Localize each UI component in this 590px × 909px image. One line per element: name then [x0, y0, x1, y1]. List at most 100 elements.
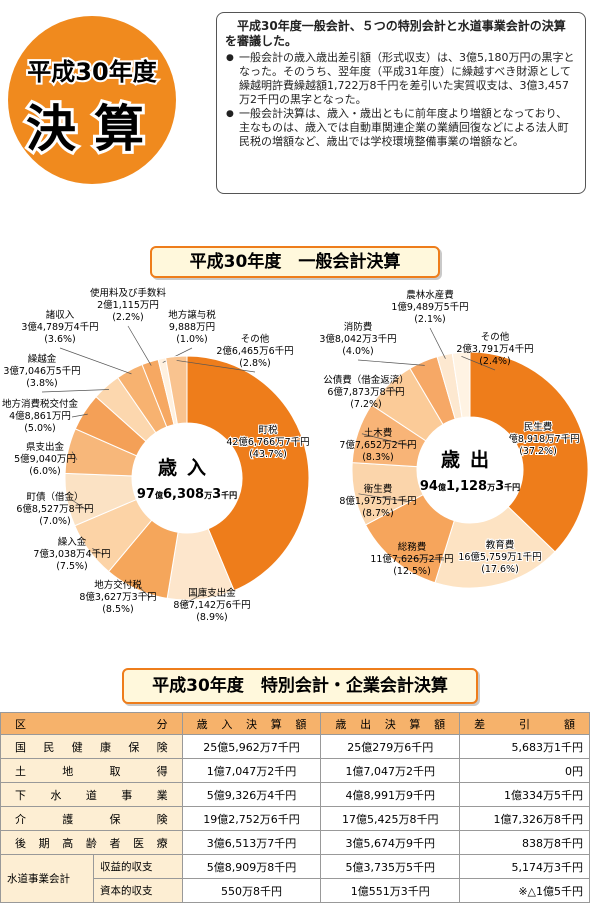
segment-label: 民生費: [524, 421, 553, 433]
table-cell: 後期高齢者医療: [0, 830, 183, 855]
table-row: 水道事業会計 収益的収支 5億8,909万8千円 5億3,735万5千円 5,174万3…: [0, 854, 590, 903]
segment-percent: (17.6%): [481, 564, 519, 575]
segment-percent: (2.1%): [414, 314, 446, 325]
badge-title: 決算: [26, 100, 162, 158]
center-value: 97億6,308万3千円: [137, 487, 237, 502]
table-cell: 土地取得: [0, 758, 183, 783]
table-cell: 水道事業会計: [0, 854, 94, 903]
leader-line: [397, 557, 445, 561]
table-cell: 25億279万6千円: [320, 734, 461, 759]
table-cell: 1億7,047万2千円: [320, 758, 461, 783]
leader-line: [137, 584, 151, 599]
charts: 町税42億6,766万7千円(43.7%)国庫支出金8億7,142万6千円(8.…: [2, 287, 589, 623]
cell-text: 550万8千円: [221, 884, 283, 898]
table-cell: 3億5,674万9千円: [320, 830, 461, 855]
segment-percent: (7.5%): [56, 561, 88, 572]
leader-line: [176, 360, 256, 373]
table-cell: 5,174万3千円: [459, 854, 590, 879]
cell-text: 区分: [15, 717, 168, 731]
cell-text: 国民健康保険: [15, 740, 168, 754]
cell-text: 1億334万5千円: [504, 788, 583, 802]
table-cell: 区分: [0, 712, 183, 735]
badge-circle: [8, 16, 176, 184]
table-row: 後期高齢者医療 3億6,513万7千円 3億5,674万9千円 838万8千円: [0, 830, 590, 855]
segment-percent: (8.9%): [196, 612, 228, 623]
cell-text: 資本的収支: [100, 885, 153, 897]
cell-text: 下水道事業: [15, 788, 168, 802]
donut-hole: [419, 419, 521, 521]
table-row: 土地取得 1億7,047万2千円 1億7,047万2千円 0円: [0, 758, 590, 783]
segment-label: 国庫支出金: [188, 587, 236, 599]
segment-percent: (4.0%): [342, 346, 374, 357]
segment-label: 使用料及び手数料: [90, 287, 167, 299]
table-cell: 1億551万3千円: [320, 878, 461, 903]
segment-percent: (1.0%): [176, 334, 208, 345]
leader-line: [41, 389, 109, 393]
donut-segment: [186, 355, 310, 592]
segment-label: 消防費: [344, 321, 373, 333]
segment-amount: 11億7,626万2千円: [370, 553, 453, 565]
segment-label: その他: [481, 331, 510, 343]
segment-amount: 2億1,115万円: [97, 299, 159, 311]
segment-percent: (2.8%): [239, 358, 271, 369]
segment-label: 土木費: [364, 427, 393, 439]
segment-amount: 8億1,975万1千円: [339, 495, 416, 507]
cell-text: 25億5,962万7千円: [203, 740, 300, 754]
cell-text: 1億7,047万2千円: [206, 764, 297, 778]
cell-text: 収益的収支: [100, 861, 153, 873]
leader-line: [179, 594, 201, 607]
header-row: 区分 歳入決算額 歳出決算額 差引額: [0, 712, 590, 735]
segment-amount: 34億8,918万7千円: [496, 433, 579, 445]
table-cell: 国民健康保険: [0, 734, 183, 759]
cell-text: 介護保険: [15, 812, 168, 826]
segment-label: 地方消費税交付金: [2, 398, 79, 410]
donut-hole: [134, 425, 240, 531]
cell-text: 3億6,513万7千円: [206, 836, 297, 850]
table-cell: 0円: [459, 758, 590, 783]
table-cell: 1億7,047万2千円: [181, 758, 322, 783]
cell-text: 17億5,425万8千円: [342, 812, 439, 826]
donut-segment: [469, 351, 589, 553]
table-cell: 収益的収支: [93, 854, 183, 879]
segment-amount: 8億3,627万3千円: [79, 591, 156, 603]
segment-percent: (8.7%): [362, 508, 394, 519]
segment-percent: (37.2%): [519, 446, 557, 457]
table-cell: 歳出決算額: [320, 712, 461, 735]
cell-text: 5,683万1千円: [511, 740, 584, 754]
section-title: 平成30年度 一般会計決算: [150, 246, 440, 278]
table-cell: 3億6,513万7千円: [181, 830, 322, 855]
leader-line: [461, 355, 496, 371]
cell-text: 5億9,326万4千円: [206, 788, 297, 802]
segment-amount: 9,888万円: [169, 322, 215, 333]
cell-text: 25億279万6千円: [347, 740, 434, 754]
leader-line: [71, 451, 78, 461]
segment-amount: 5億9,040万円: [14, 453, 76, 465]
cell-text: 1億7,047万2千円: [345, 764, 436, 778]
donut-segment: [451, 351, 471, 419]
segment-label: 町債（借金）: [26, 491, 83, 503]
table-cell: 資本的収支: [93, 878, 183, 903]
cell-text: 差引額: [474, 717, 575, 731]
leader-line: [71, 413, 88, 418]
center-label: 歳入: [158, 457, 216, 479]
table-row: 国民健康保険 25億5,962万7千円 25億279万6千円 5,683万1千円: [0, 734, 590, 759]
donut-segment: [434, 506, 556, 589]
summary-bullet: 一般会計決算は、歳入・歳出ともに前年度より増額となっており、主なものは、歳入では…: [226, 107, 577, 149]
segment-label: 県支出金: [26, 441, 65, 453]
table-row: 下水道事業 5億9,326万4千円 4億8,991万9千円 1億334万5千円: [0, 782, 590, 807]
segment-amount: 7億3,038万4千円: [33, 548, 110, 560]
segment-percent: (6.0%): [29, 466, 61, 477]
center-label: 歳出: [441, 448, 499, 471]
segment-percent: (12.5%): [393, 566, 431, 577]
segment-amount: 16億5,759万1千円: [458, 551, 541, 563]
segment-percent: (3.6%): [44, 334, 76, 345]
badge-year: 平成30年度: [27, 58, 157, 86]
segment-label: 地方交付税: [94, 579, 142, 591]
leader-line: [59, 347, 132, 375]
cell-text: 歳入決算額: [196, 717, 307, 731]
segment-label: 衛生費: [364, 483, 393, 495]
table-cell: 差引額: [459, 712, 590, 735]
cell-text: 1億551万3千円: [350, 884, 430, 898]
table-cell: 25億5,962万7千円: [181, 734, 322, 759]
segment-amount: 2億6,465万6千円: [216, 345, 293, 357]
